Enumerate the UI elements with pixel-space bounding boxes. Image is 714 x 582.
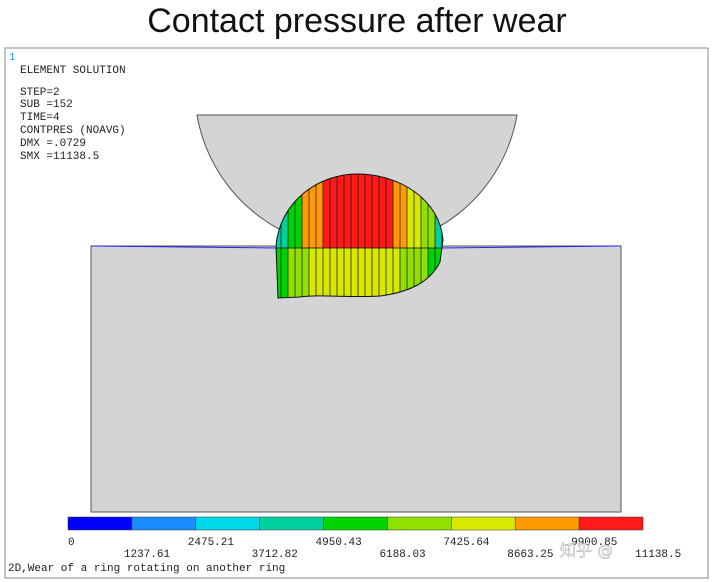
- legend-label: 2475.21: [188, 537, 235, 549]
- contour-cell: [393, 174, 400, 248]
- info-line: DMX =.0729: [20, 138, 86, 150]
- contour-cell: [386, 174, 393, 248]
- info-line: CONTPRES (NOAVG): [20, 125, 126, 137]
- legend-swatch: [323, 516, 388, 531]
- contour-cell: [428, 174, 435, 248]
- contour-cell: [372, 248, 379, 298]
- info-line: SUB =152: [20, 99, 73, 111]
- contour-cell: [337, 174, 344, 248]
- contour-cell: [316, 174, 323, 248]
- contour-cell: [302, 174, 309, 248]
- contour-cell: [288, 248, 295, 298]
- contour-cell: [295, 248, 302, 298]
- contour-cell: [358, 174, 365, 248]
- contour-cell: [421, 248, 428, 298]
- contour-cell: [309, 174, 316, 248]
- legend-swatch: [131, 516, 197, 531]
- legend-label: 9900.85: [571, 537, 617, 549]
- contour-cell: [276, 248, 281, 298]
- legend-swatch: [387, 516, 452, 531]
- contour-cell: [323, 174, 330, 248]
- legend-swatch: [195, 516, 260, 531]
- contour-cell: [351, 174, 358, 248]
- info-line: STEP=2: [20, 87, 60, 99]
- legend-swatch: [259, 516, 324, 531]
- legend-label: 11138.5: [635, 549, 681, 561]
- contour-cell: [288, 174, 295, 248]
- contour-cell: [414, 174, 421, 248]
- contour-cell: [344, 174, 351, 248]
- legend-label: 3712.82: [252, 549, 298, 561]
- contact-line: [90, 245, 281, 249]
- contour-cell: [365, 248, 372, 298]
- legend-label: 6188.03: [379, 549, 425, 561]
- contour-cell: [323, 248, 330, 298]
- contour-cell: [393, 248, 400, 298]
- contour-cell: [295, 174, 302, 248]
- contour-cell: [344, 248, 351, 298]
- contour-cell: [330, 248, 337, 298]
- contour-cell: [414, 248, 421, 298]
- contour-cell: [379, 174, 386, 248]
- contour-outline: [275, 173, 444, 299]
- contact-line: [439, 245, 622, 249]
- contour-cell: [400, 248, 407, 298]
- watermark: 知乎 @: [560, 541, 613, 560]
- contour-cell: [400, 174, 407, 248]
- legend-swatch: [514, 516, 580, 531]
- contour-cell: [316, 248, 323, 298]
- legend-swatch: [67, 516, 133, 531]
- info-line: ELEMENT SOLUTION: [20, 65, 126, 77]
- legend-label: 4950.43: [316, 537, 362, 549]
- legend-label: 7425.64: [443, 537, 490, 549]
- legend-label: 1237.61: [124, 549, 171, 561]
- contour-cell: [351, 248, 358, 298]
- contour-cell: [428, 248, 435, 298]
- contour-cell: [281, 248, 288, 298]
- info-line: SMX =11138.5: [20, 151, 99, 163]
- legend: 0 1237.61 2475.21 3712.82 4950.43 6188.03 7425…: [67, 516, 681, 561]
- contour-cell: [407, 174, 414, 248]
- contour-cell: [421, 174, 428, 248]
- contour-cell: [407, 248, 414, 298]
- corner-label: 1: [9, 52, 16, 64]
- contour-cell: [386, 248, 393, 298]
- contour-cell: [302, 248, 309, 298]
- contour-cell: [330, 174, 337, 248]
- legend-label: 8663.25: [507, 549, 553, 561]
- info-line: TIME=4: [20, 112, 60, 124]
- legend-swatch: [451, 516, 516, 531]
- title: Contact pressure after wear: [147, 2, 567, 40]
- contour-cell: [309, 248, 316, 298]
- contour-cell: [372, 174, 379, 248]
- legend-label: 0: [68, 537, 75, 549]
- legend-swatch: [578, 516, 644, 531]
- contour-cell: [358, 248, 365, 298]
- contour-cell: [337, 248, 344, 298]
- contour-cell: [379, 248, 386, 298]
- contour-cell: [365, 174, 372, 248]
- caption: 2D,Wear of a ring rotating on another ri…: [8, 563, 285, 575]
